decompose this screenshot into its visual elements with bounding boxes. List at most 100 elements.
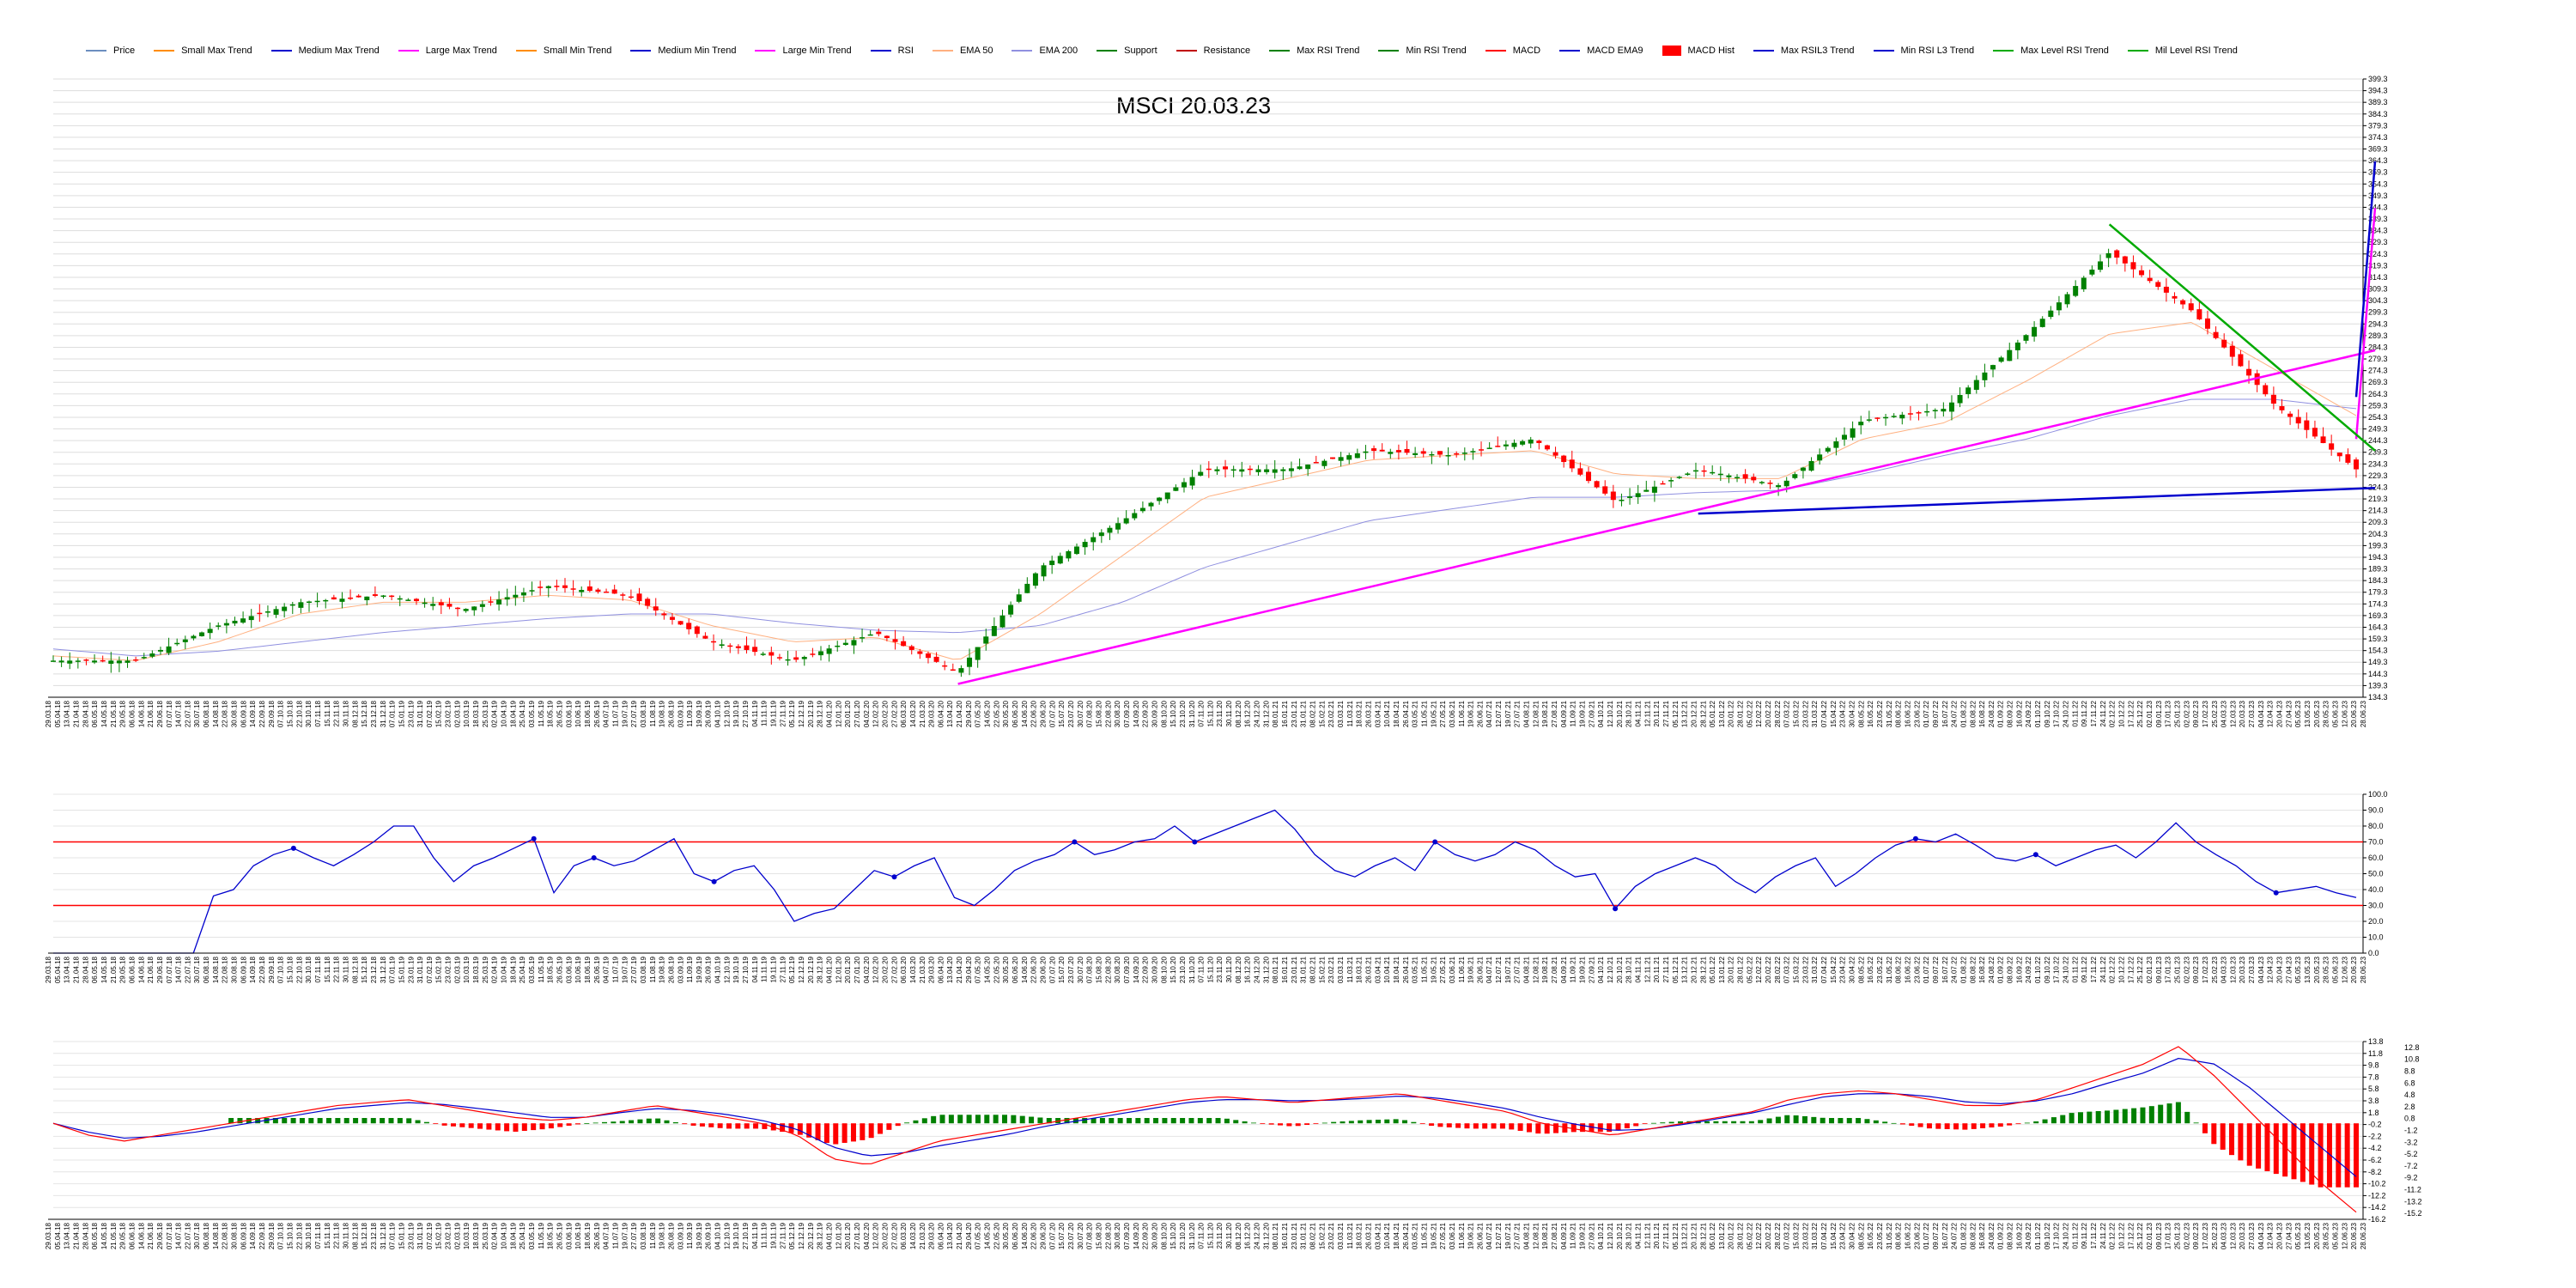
macd-hist-bar (1926, 1123, 1932, 1129)
macd-hist-bar (1366, 1120, 1372, 1124)
legend-label: Medium Max Trend (298, 46, 380, 56)
x-tick-label: 12.12.19 (798, 1222, 805, 1249)
x-tick-label: 04.11.21 (1634, 700, 1642, 726)
candle-body (1437, 451, 1443, 455)
x-tick-label: 20.02.20 (881, 956, 889, 983)
x-tick-label: 15.11.20 (1206, 956, 1214, 982)
x-tick-label: 04.10.21 (1597, 1222, 1605, 1249)
x-tick-label: 12.02.22 (1755, 1222, 1763, 1249)
y-tick-label: -14.2 (2368, 1203, 2386, 1212)
macd-hist-bar (939, 1115, 945, 1124)
x-tick-label: 23.06.22 (1913, 700, 1921, 727)
x-tick-label: 08.08.22 (1969, 1222, 1977, 1249)
macd-hist-bar (539, 1123, 545, 1130)
x-tick-label: 03.06.21 (1449, 1222, 1456, 1249)
y-tick-label: 13.8 (2368, 1037, 2384, 1046)
x-tick-label: 12.04.23 (2267, 956, 2275, 983)
candle-body (100, 659, 106, 662)
x-tick-label: 15.01.19 (398, 1222, 405, 1249)
x-tick-label: 15.12.18 (361, 700, 368, 727)
candle-body (1520, 440, 1526, 445)
x-tick-label: 15.02.21 (1318, 1222, 1326, 1249)
candle-body (1008, 605, 1014, 615)
macd-hist-bar (1304, 1123, 1310, 1126)
candle-body (2287, 413, 2293, 417)
x-tick-label: 28.12.19 (817, 1222, 824, 1249)
candle-body (604, 591, 610, 593)
macd-hist-bar (1215, 1118, 1221, 1124)
macd-hist-bar (1188, 1118, 1194, 1124)
x-tick-label: 31.05.22 (1886, 700, 1893, 727)
candle-body (776, 657, 782, 659)
legend-label: MACD (1512, 46, 1541, 56)
x-tick-label: 19.11.19 (770, 1222, 778, 1249)
x-tick-label: 08.09.22 (2007, 956, 2014, 983)
y-tick-label: 134.3 (2368, 693, 2388, 702)
x-tick-label: 18.05.19 (547, 700, 555, 727)
x-tick-label: 07.07.18 (166, 700, 173, 727)
x-tick-label: 15.08.20 (1095, 956, 1103, 983)
x-tick-label: 28.05.23 (2323, 956, 2330, 983)
candle-body (1139, 507, 1145, 512)
x-tick-label: 12.12.19 (798, 700, 805, 727)
candle-body (1726, 475, 1732, 477)
legend-swatch (1176, 50, 1197, 52)
candle-body (1850, 428, 1856, 438)
y-tick-label: 194.3 (2368, 553, 2388, 562)
rsi-pivot-marker (290, 845, 296, 851)
x-tick-label: 24.08.22 (1988, 956, 1996, 983)
macd-hist-bar (1989, 1123, 1995, 1128)
x-tick-label: 08.09.22 (2007, 700, 2014, 727)
x-tick-label: 23.03.22 (1801, 700, 1809, 727)
x-tick-label: 22.05.20 (993, 700, 1000, 727)
candle-body (141, 657, 147, 659)
candle-body (2098, 261, 2103, 270)
y-tick-label-right: -7.2 (2404, 1162, 2418, 1170)
x-tick-label: 07.03.22 (1783, 700, 1791, 727)
x-tick-label: 27.04.23 (2285, 956, 2293, 983)
candle-body (273, 609, 279, 615)
x-tick-label: 20.05.23 (2313, 956, 2321, 983)
x-tick-label: 20.04.23 (2276, 700, 2284, 727)
x-tick-label: 15.11.18 (324, 1222, 331, 1249)
macd-hist-bar (1580, 1123, 1586, 1133)
x-tick-label: 14.06.20 (1021, 956, 1029, 983)
x-tick-label: 20.01.20 (844, 1222, 852, 1249)
x-tick-label: 07.01.19 (389, 956, 397, 983)
x-tick-label: 28.10.21 (1625, 956, 1633, 983)
x-tick-label: 03.05.21 (1412, 700, 1419, 727)
candle-body (216, 625, 222, 627)
macd-hist-bar (1037, 1117, 1043, 1124)
macd-hist-bar (753, 1123, 759, 1129)
x-tick-label: 22.10.18 (295, 956, 303, 983)
x-tick-label: 12.02.20 (872, 700, 880, 727)
x-tick-label: 14.06.20 (1021, 1222, 1029, 1249)
candle-body (2032, 326, 2038, 337)
macd-hist-bar (948, 1115, 954, 1124)
macd-hist-bar (1535, 1123, 1541, 1134)
macd-hist-bar (1526, 1123, 1532, 1133)
x-tick-label: 06.08.18 (203, 700, 210, 727)
x-tick-label: 10.06.19 (574, 956, 582, 983)
x-tick-label: 06.08.18 (203, 1222, 210, 1249)
x-tick-label: 15.08.20 (1095, 1222, 1103, 1249)
macd-hist-bar (1509, 1123, 1515, 1130)
candle-body (1479, 449, 1485, 451)
x-tick-label: 08.12.20 (1235, 1222, 1242, 1249)
x-tick-label: 09.01.23 (2155, 956, 2163, 983)
x-tick-label: 08.08.22 (1969, 956, 1977, 983)
x-tick-label: 05.06.23 (2332, 956, 2340, 983)
x-tick-label: 01.10.22 (2034, 700, 2042, 727)
candle-body (801, 657, 807, 659)
x-tick-label: 14.09.20 (1133, 956, 1140, 983)
x-tick-label: 07.11.20 (1198, 1222, 1206, 1249)
x-tick-label: 20.04.23 (2276, 1222, 2284, 1249)
x-tick-label: 04.10.21 (1597, 700, 1605, 727)
candle-body (1552, 452, 1558, 456)
candle-body (174, 642, 180, 645)
x-tick-label: 31.01.21 (1300, 700, 1308, 727)
x-tick-label: 16.01.21 (1281, 956, 1289, 983)
candle-body (248, 616, 254, 621)
candle-body (769, 652, 775, 656)
candle-body (1214, 469, 1220, 471)
